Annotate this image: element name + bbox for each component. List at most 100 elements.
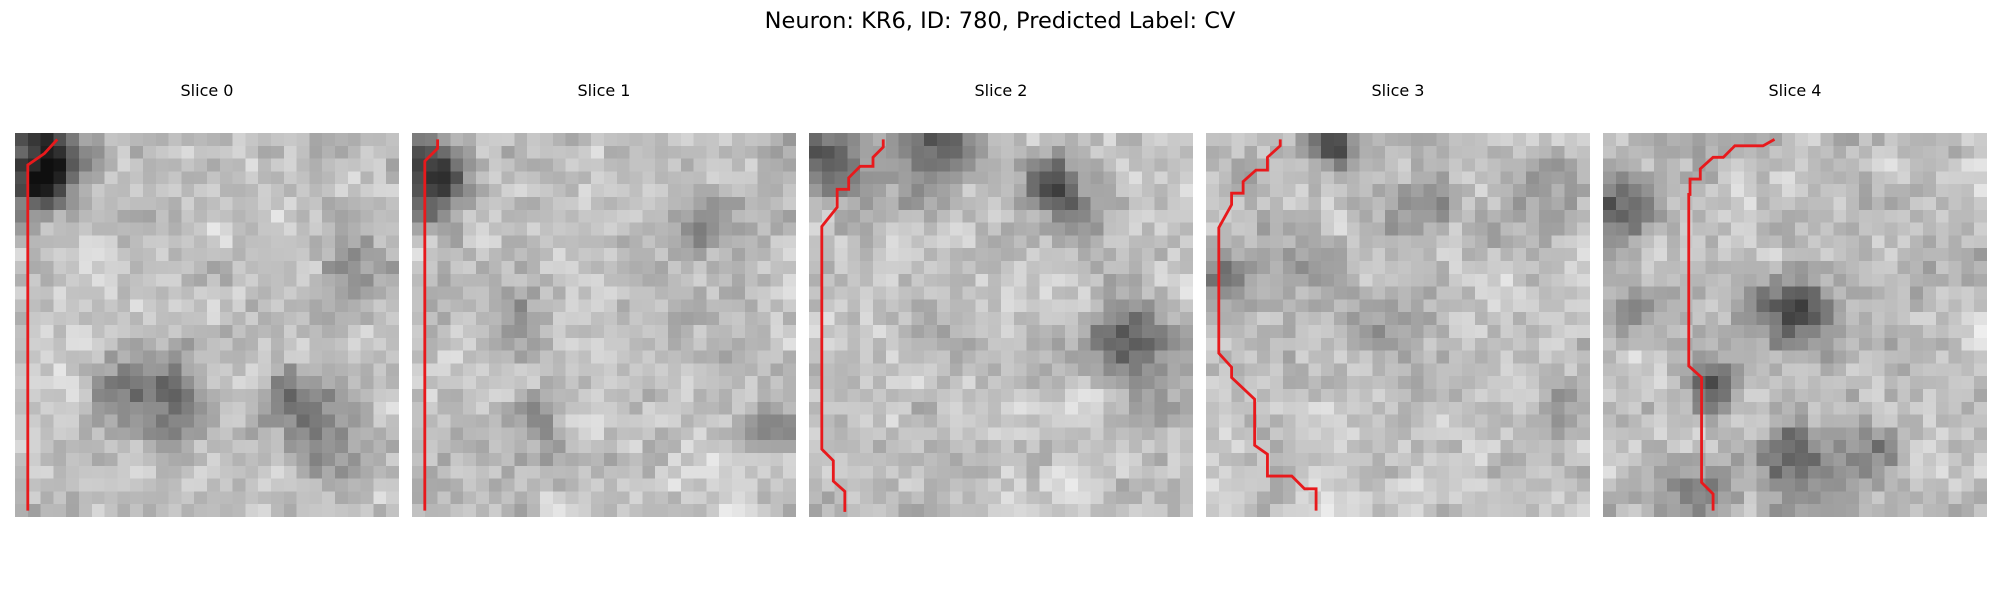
pixel-cell [757,504,771,517]
pixel-cell [809,337,823,351]
pixel-cell [1449,376,1463,390]
pixel-cell [245,261,259,275]
pixel-cell [347,248,361,262]
pixel-cell [1257,414,1271,428]
pixel-cell [578,286,592,300]
pixel-cell [245,222,259,236]
pixel-cell [296,491,310,505]
pixel-cell [719,299,733,313]
pixel-cell [1346,465,1360,479]
pixel-cell [1334,273,1348,287]
pixel-cell [501,261,515,275]
pixel-cell [1615,325,1629,339]
pixel-cell [1334,389,1348,403]
pixel-cell [1526,453,1540,467]
pixel-cell [1244,504,1258,517]
pixel-cell [386,427,399,441]
pixel-cell [770,478,784,492]
pixel-cell [898,414,912,428]
pixel-cell [873,504,887,517]
pixel-cell [66,376,80,390]
pixel-cell [1756,337,1770,351]
pixel-cell [1385,363,1399,377]
pixel-cell [1935,325,1949,339]
pixel-cell [1065,248,1079,262]
pixel-cell [898,158,912,172]
pixel-cell [885,504,899,517]
pixel-cell [424,184,438,198]
pixel-cell [1077,376,1091,390]
pixel-cell [975,171,989,185]
pixel-cell [860,337,874,351]
pixel-cell [668,363,682,377]
pixel-cell [1615,363,1629,377]
pixel-cell [117,427,131,441]
pixel-cell [719,197,733,211]
pixel-cell [258,197,272,211]
pixel-cell [335,222,349,236]
pixel-cell [949,325,963,339]
pixel-cell [1628,273,1642,287]
pixel-cell [1244,209,1258,223]
pixel-cell [873,389,887,403]
pixel-cell [1257,235,1271,249]
pixel-cell [693,248,707,262]
pixel-cell [143,184,157,198]
pixel-cell [1513,325,1527,339]
pixel-cell [847,145,861,159]
pixel-cell [143,453,157,467]
pixel-cell [1859,235,1873,249]
pixel-cell [1372,401,1386,415]
pixel-cell [1257,145,1271,159]
pixel-cell [207,133,221,147]
pixel-cell [527,414,541,428]
pixel-cell [1410,248,1424,262]
pixel-cell [1603,465,1617,479]
pixel-cell [1026,478,1040,492]
pixel-cell [1731,414,1745,428]
pixel-cell [1321,171,1335,185]
pixel-cell [1743,209,1757,223]
pixel-cell [783,133,796,147]
pixel-cell [591,235,605,249]
pixel-cell [1001,209,1015,223]
pixel-cell [1270,350,1284,364]
pixel-cell [732,427,746,441]
pixel-cell [924,427,938,441]
pixel-cell [1423,504,1437,517]
pixel-cell [1218,273,1232,287]
pixel-cell [1910,414,1924,428]
pixel-cell [809,325,823,339]
pixel-cell [194,401,208,415]
pixel-cell [463,261,477,275]
pixel-cell [1603,401,1617,415]
pixel-cell [898,171,912,185]
pixel-cell [1526,440,1540,454]
pixel-cell [386,376,399,390]
pixel-cell [1654,325,1668,339]
pixel-cell [1385,209,1399,223]
pixel-cell [1807,145,1821,159]
pixel-cell [1359,145,1373,159]
pixel-cell [1820,273,1834,287]
pixel-cell [655,504,669,517]
pixel-cell [1129,376,1143,390]
pixel-cell [1295,248,1309,262]
pixel-cell [604,414,618,428]
pixel-cell [501,337,515,351]
pixel-cell [1103,440,1117,454]
pixel-cell [655,401,669,415]
pixel-cell [552,286,566,300]
pixel-cell [1513,286,1527,300]
pixel-cell [591,440,605,454]
pixel-cell [181,325,195,339]
pixel-cell [1116,235,1130,249]
pixel-cell [232,312,246,326]
pixel-cell [1974,325,1987,339]
pixel-cell [219,478,233,492]
pixel-cell [412,427,426,441]
pixel-cell [476,235,490,249]
pixel-cell [488,235,502,249]
pixel-cell [1910,440,1924,454]
pixel-cell [1180,133,1193,147]
